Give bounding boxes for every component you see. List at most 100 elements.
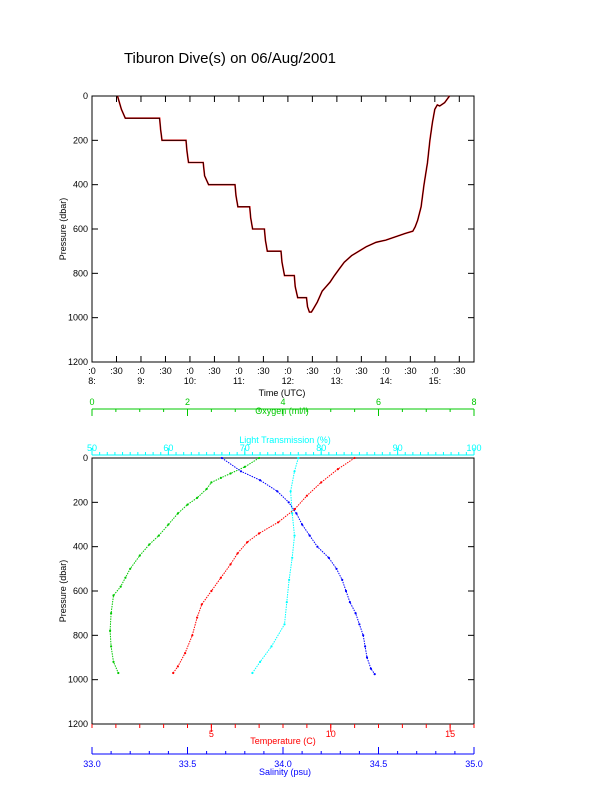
temperature-profile-point xyxy=(246,541,249,544)
salinity-profile-point xyxy=(276,490,279,493)
top-xtick-minor-label: :0 xyxy=(137,366,145,376)
light-tick-label: 60 xyxy=(163,443,173,453)
temperature-profile-point xyxy=(258,532,261,535)
oxygen-tick-label: 8 xyxy=(471,397,476,407)
light-profile-point xyxy=(289,490,292,493)
temperature-tick-label: 10 xyxy=(326,729,336,739)
light-profile-point xyxy=(293,534,296,537)
oxygen-tick-label: 6 xyxy=(376,397,381,407)
salinity-profile-point xyxy=(364,645,367,648)
top-xtick-major-label: 8: xyxy=(88,376,96,386)
light-profile-point xyxy=(297,456,300,460)
salinity-profile-point xyxy=(341,578,344,582)
top-xtick-minor-label: :0 xyxy=(333,366,341,376)
page-title: Tiburon Dive(s) on 06/Aug/2001 xyxy=(123,50,337,67)
oxygen-profile-point xyxy=(129,567,132,570)
dive-trace-line xyxy=(117,95,450,313)
oxygen-profile-point xyxy=(258,456,261,460)
bottom-ytick-label: 600 xyxy=(73,586,88,596)
temperature-axis-label: Temperature (C) xyxy=(250,736,316,746)
salinity-tick-label: 34.0 xyxy=(274,759,292,769)
temperature-profile-point xyxy=(236,552,239,555)
light-profile-point xyxy=(291,556,294,559)
salinity-profile-point xyxy=(369,667,372,670)
oxygen-profile-line xyxy=(109,457,260,674)
light-profile-point xyxy=(288,578,291,582)
salinity-profile-point xyxy=(373,673,376,676)
bottom-ytick-label: 1200 xyxy=(68,719,88,729)
top-ytick-label: 600 xyxy=(73,224,88,234)
top-ylabel: Pressure (dbar) xyxy=(58,198,68,261)
bottom-plot-frame xyxy=(91,457,475,725)
top-plot-frame xyxy=(91,95,475,363)
temperature-profile-point xyxy=(172,671,175,675)
oxygen-profile-point xyxy=(148,543,151,546)
salinity-profile-point xyxy=(362,634,365,637)
temperature-tick-label: 15 xyxy=(445,729,455,739)
temperature-profile-point xyxy=(353,456,356,460)
salinity-profile-point xyxy=(287,501,290,504)
salinity-axis-label: Salinity (psu) xyxy=(259,767,311,777)
salinity-profile-point xyxy=(239,470,243,473)
light-tick-label: 80 xyxy=(316,443,326,453)
oxygen-profile-point xyxy=(109,629,112,633)
salinity-profile-point xyxy=(335,567,338,570)
top-ytick-label: 200 xyxy=(73,135,88,145)
bottom-profile-traces xyxy=(109,456,376,676)
temperature-profile-point xyxy=(184,652,187,655)
bottom-ylabel: Pressure (dbar) xyxy=(58,560,68,623)
light-profile-point xyxy=(283,623,286,626)
light-tick-label: 70 xyxy=(240,443,250,453)
light-tick-label: 90 xyxy=(393,443,403,453)
bottom-ytick-label: 800 xyxy=(73,630,88,640)
oxygen-profile-point xyxy=(157,534,160,537)
top-xtick-minor-label: :30 xyxy=(257,366,270,376)
salinity-profile-line xyxy=(221,457,376,675)
oxygen-profile-point xyxy=(176,512,179,515)
top-xtick-minor-label: :0 xyxy=(431,366,439,376)
salinity-profile-point xyxy=(220,456,223,460)
top-xtick-minor-label: :0 xyxy=(186,366,194,376)
temperature-profile-point xyxy=(229,563,232,566)
top-axes: 020040060080010001200:08::30:09::30:010:… xyxy=(68,91,474,386)
temperature-tick-label: 5 xyxy=(209,729,214,739)
oxygen-profile-point xyxy=(112,594,115,597)
oxygen-profile-point xyxy=(186,503,189,506)
oxygen-profile-point xyxy=(229,472,232,475)
top-xtick-major-label: 13: xyxy=(331,376,344,386)
oxygen-profile-point xyxy=(196,496,199,499)
top-ytick-label: 800 xyxy=(73,268,88,278)
oxygen-profile-point xyxy=(112,660,115,664)
light-profile-point xyxy=(259,660,262,664)
oxygen-profile-point xyxy=(167,523,170,526)
top-xtick-minor-label: :30 xyxy=(453,366,466,376)
top-ytick-label: 1000 xyxy=(68,313,88,323)
top-xtick-major-label: 15: xyxy=(429,376,442,386)
oxygen-profile-point xyxy=(205,487,208,491)
oxygen-tick-label: 4 xyxy=(280,397,285,407)
top-xtick-minor-label: :30 xyxy=(355,366,368,376)
salinity-profile-point xyxy=(365,656,369,659)
salinity-profile-point xyxy=(348,601,351,604)
oxygen-axis-label: Oxygen (ml/l) xyxy=(255,406,309,416)
top-xtick-minor-label: :30 xyxy=(159,366,172,376)
light-profile-point xyxy=(291,512,294,515)
oxygen-tick-label: 2 xyxy=(185,397,190,407)
temperature-profile-point xyxy=(200,603,203,606)
temperature-profile-point xyxy=(320,481,323,484)
salinity-profile-point xyxy=(308,534,311,537)
oxygen-profile-point xyxy=(110,645,113,648)
salinity-profile-point xyxy=(327,556,330,559)
top-dive-trace xyxy=(116,95,451,313)
top-xtick-minor-label: :30 xyxy=(110,366,123,376)
light-tick-label: 50 xyxy=(87,443,97,453)
top-xtick-minor-label: :0 xyxy=(284,366,292,376)
top-xlabel: Time (UTC) xyxy=(259,388,306,398)
light-profile-line xyxy=(251,457,299,674)
salinity-tick-label: 35.0 xyxy=(465,759,483,769)
oxygen-profile-point xyxy=(124,576,127,579)
top-xtick-minor-label: :30 xyxy=(404,366,417,376)
oxygen-profile-point xyxy=(110,612,113,615)
dive-trace-red xyxy=(116,95,451,313)
